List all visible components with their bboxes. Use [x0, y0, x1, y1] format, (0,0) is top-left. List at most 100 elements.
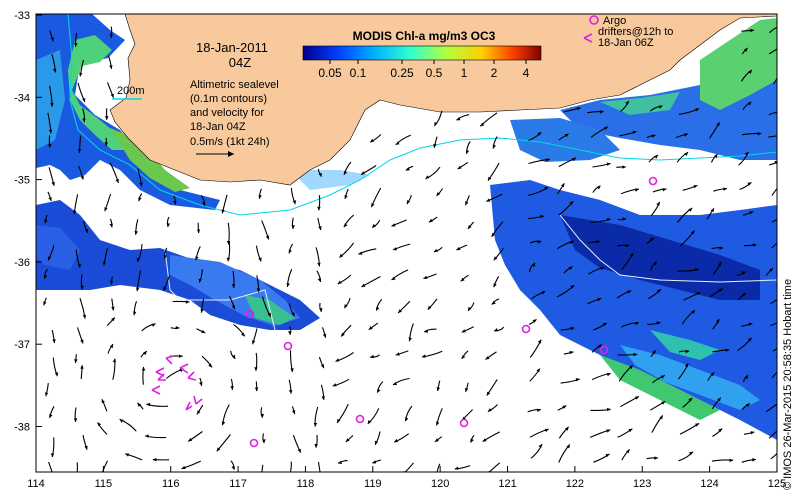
- velocity-arrowhead: [54, 372, 59, 377]
- velocity-arrowhead: [317, 262, 321, 267]
- velocity-arrowhead: [73, 210, 77, 215]
- velocity-arrowhead: [198, 278, 202, 283]
- velocity-arrowhead: [774, 160, 777, 165]
- velocity-arrowhead: [338, 460, 342, 464]
- velocity-arrowhead: [491, 232, 496, 237]
- velocity-arrowhead: [750, 28, 754, 33]
- altimetry-note-line: 18-Jan 04Z: [190, 121, 246, 133]
- chl-patch: [650, 330, 720, 360]
- velocity-arrowhead: [110, 280, 114, 285]
- velocity-arrowhead: [695, 267, 699, 272]
- velocity-arrowhead: [74, 43, 78, 47]
- velocity-arrow: [436, 463, 441, 472]
- velocity-arrowhead: [695, 423, 700, 427]
- velocity-arrowhead: [80, 365, 84, 369]
- velocity-arrowhead: [51, 181, 55, 186]
- velocity-arrowhead: [49, 414, 53, 418]
- velocity-arrowhead: [181, 465, 186, 470]
- velocity-arrowhead: [395, 141, 400, 145]
- velocity-arrowhead: [137, 403, 142, 407]
- velocity-arrowhead: [265, 235, 270, 240]
- isobath-200m: [67, 14, 777, 216]
- velocity-arrowhead: [254, 367, 258, 371]
- velocity-arrowhead: [564, 133, 569, 138]
- velocity-arrowhead: [139, 182, 143, 187]
- velocity-arrowhead: [622, 217, 627, 221]
- x-tick-label: 123: [633, 478, 651, 490]
- velocity-arrowhead: [662, 188, 667, 192]
- velocity-arrowhead: [491, 300, 496, 305]
- velocity-arrowhead: [335, 358, 340, 362]
- velocity-arrowhead: [717, 397, 721, 402]
- velocity-arrowhead: [538, 444, 543, 448]
- colorbar-title: MODIS Chl-a mg/m3 OC3: [353, 29, 496, 43]
- velocity-arrowhead: [747, 101, 752, 106]
- velocity-arrowhead: [433, 248, 438, 252]
- chl-patch: [36, 225, 80, 270]
- velocity-arrowhead: [467, 306, 472, 311]
- velocity-arrowhead: [566, 444, 570, 449]
- velocity-arrowhead: [358, 251, 363, 255]
- isobath-label: 200m: [117, 85, 145, 97]
- velocity-arrowhead: [467, 225, 472, 229]
- velocity-arrowhead: [258, 195, 262, 199]
- velocity-arrowhead: [626, 449, 630, 454]
- velocity-arrowhead: [343, 223, 348, 228]
- velocity-arrowhead: [110, 93, 114, 98]
- velocity-arrowhead: [105, 116, 109, 120]
- velocity-arrowhead: [465, 150, 470, 154]
- velocity-arrowhead: [629, 253, 634, 257]
- velocity-arrowhead: [684, 363, 689, 368]
- colorbar-tick-label: 4: [523, 66, 530, 80]
- x-tick-label: 124: [700, 478, 718, 490]
- velocity-arrowhead: [77, 263, 81, 268]
- velocity-arrowhead: [434, 438, 439, 442]
- velocity-arrowhead: [163, 254, 167, 259]
- velocity-arrowhead: [48, 129, 53, 134]
- velocity-arrowhead: [625, 101, 629, 105]
- velocity-arrowhead: [777, 25, 781, 29]
- velocity-arrowhead: [741, 271, 746, 275]
- map-time: 04Z: [229, 55, 251, 70]
- velocity-arrowhead: [109, 344, 113, 348]
- velocity-arrowhead: [493, 256, 498, 261]
- velocity-arrowhead: [658, 105, 663, 109]
- velocity-arrowhead: [101, 399, 105, 404]
- velocity-arrowhead: [718, 428, 723, 433]
- velocity-arrowhead: [461, 329, 466, 333]
- velocity-arrowhead: [119, 419, 124, 423]
- velocity-arrowhead: [460, 277, 465, 282]
- x-tick-label: 115: [95, 478, 113, 490]
- velocity-arrow: [769, 26, 777, 34]
- velocity-arrowhead: [750, 431, 755, 435]
- velocity-arrowhead: [163, 286, 167, 291]
- argo-legend-track: [583, 33, 593, 43]
- velocity-arrowhead: [344, 170, 348, 175]
- velocity-arrowhead: [723, 187, 727, 191]
- velocity-arrowhead: [317, 206, 321, 211]
- velocity-arrowhead: [544, 428, 549, 433]
- velocity-arrows: [43, 25, 781, 472]
- x-tick-label: 118: [297, 478, 315, 490]
- velocity-arrowhead: [569, 201, 574, 205]
- altimetry-note-line: Altimetric sealevel: [190, 79, 279, 91]
- velocity-arrowhead: [718, 288, 723, 292]
- x-tick-label: 119: [364, 478, 382, 490]
- y-tick-label: -37: [14, 339, 30, 351]
- velocity-arrowhead: [368, 326, 373, 330]
- velocity-arrowhead: [568, 266, 573, 270]
- velocity-arrow: [261, 464, 264, 472]
- velocity-scale-arrowhead: [228, 151, 234, 157]
- velocity-arrowhead: [337, 280, 342, 284]
- velocity-arrowhead: [575, 378, 580, 382]
- velocity-arrowhead: [374, 440, 378, 445]
- velocity-arrowhead: [332, 383, 337, 387]
- velocity-arrowhead: [408, 337, 412, 342]
- velocity-arrowhead: [436, 387, 440, 391]
- velocity-arrowhead: [748, 70, 752, 74]
- altimetry-note: Altimetric sealevel (0.1m contours) and ve…: [190, 79, 279, 133]
- argo-drifters: [245, 176, 658, 448]
- x-tick-label: 114: [27, 478, 45, 490]
- y-tick-label: -36: [14, 257, 30, 269]
- velocity-arrowhead: [537, 132, 542, 136]
